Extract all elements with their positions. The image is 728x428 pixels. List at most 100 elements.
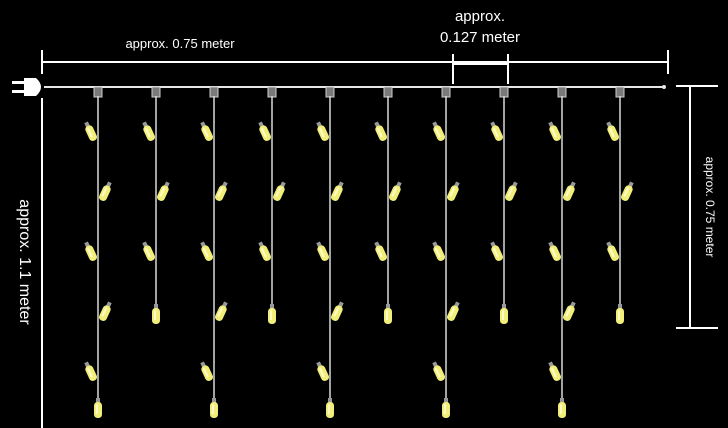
led-bulb-icon [156, 181, 170, 201]
bulb-highlight [609, 248, 615, 258]
bulb-socket [212, 398, 216, 403]
led-bulb-icon [446, 181, 460, 201]
bulb-highlight [101, 307, 108, 317]
bulb-highlight [618, 310, 620, 320]
led-bulb-icon [330, 181, 344, 201]
led-bulb-icon [620, 181, 634, 201]
led-bulb-icon [214, 301, 228, 321]
bulb-body [549, 365, 562, 381]
led-bulb-icon [210, 398, 218, 418]
led-bulb-icon [606, 121, 620, 141]
bulb-highlight [435, 128, 441, 138]
bulb-highlight [391, 187, 398, 197]
bulb-highlight [319, 368, 325, 378]
led-bulb-icon [98, 301, 112, 321]
bulb-highlight [87, 368, 93, 378]
bulb-socket [386, 304, 390, 309]
strand-hanger-cap [325, 86, 335, 98]
bulb-body [375, 245, 388, 261]
led-bulb-icon [84, 241, 98, 261]
bulb-body [375, 125, 388, 141]
bulb-highlight [270, 310, 272, 320]
bulb-socket [270, 304, 274, 309]
bulb-highlight [560, 404, 562, 414]
bulb-body [156, 185, 169, 201]
led-bulb-icon [432, 121, 446, 141]
led-bulb-icon [330, 301, 344, 321]
light-strand [200, 86, 228, 418]
light-strand [374, 86, 402, 324]
strand-hanger-cap [209, 86, 219, 98]
led-bulb-icon [562, 181, 576, 201]
drop-dimension [676, 85, 718, 329]
led-bulb-icon [446, 301, 460, 321]
led-bulb-icon [316, 361, 330, 381]
bulb-highlight [333, 307, 340, 317]
led-bulb-icon [442, 398, 450, 418]
bulb-socket [328, 398, 332, 403]
light-strand [142, 86, 170, 324]
bulb-highlight [444, 404, 446, 414]
led-bulb-icon [616, 304, 624, 324]
bulb-body [85, 245, 98, 261]
bulb-highlight [449, 187, 456, 197]
bulb-highlight [203, 368, 209, 378]
wire-end-cap [662, 85, 666, 89]
light-strand [316, 86, 344, 418]
bulb-socket [96, 398, 100, 403]
led-bulb-icon [500, 304, 508, 324]
led-bulb-icon [326, 398, 334, 418]
bulb-highlight [261, 248, 267, 258]
spacing-dimension [452, 54, 509, 84]
light-strand [606, 86, 634, 324]
led-bulb-icon [84, 361, 98, 381]
bulb-highlight [386, 310, 388, 320]
led-bulb-icon [558, 398, 566, 418]
bulb-highlight [319, 248, 325, 258]
bulb-highlight [275, 187, 282, 197]
bulb-body [446, 305, 459, 321]
led-bulb-icon [384, 304, 392, 324]
power-plug-icon [12, 78, 41, 96]
led-bulb-icon [504, 181, 518, 201]
bulb-highlight [101, 187, 108, 197]
led-bulb-icon [316, 241, 330, 261]
height-label: approx. 1.1 meter [16, 199, 33, 325]
light-strands [84, 86, 634, 418]
strand-hanger-cap [93, 86, 103, 98]
light-strand [84, 86, 112, 418]
bulb-highlight [565, 307, 572, 317]
bulb-body [491, 125, 504, 141]
strand-hanger-cap [557, 86, 567, 98]
led-bulb-icon [548, 361, 562, 381]
led-bulb-icon [98, 181, 112, 201]
led-bulb-icon [142, 121, 156, 141]
bulb-highlight [449, 307, 456, 317]
led-bulb-icon [152, 304, 160, 324]
bulb-highlight [87, 128, 93, 138]
led-bulb-icon [388, 181, 402, 201]
bulb-highlight [507, 187, 514, 197]
light-strand [432, 86, 460, 418]
led-bulb-icon [200, 241, 214, 261]
light-strand [490, 86, 518, 324]
bulb-highlight [435, 248, 441, 258]
bulb-highlight [551, 128, 557, 138]
bulb-highlight [154, 310, 156, 320]
bulb-highlight [502, 310, 504, 320]
led-bulb-icon [432, 361, 446, 381]
bulb-highlight [551, 248, 557, 258]
led-bulb-icon [562, 301, 576, 321]
bulb-highlight [377, 248, 383, 258]
led-bulb-icon [200, 121, 214, 141]
drop-label: approx. 0.75 meter [703, 157, 717, 258]
led-bulb-icon [548, 241, 562, 261]
led-bulb-icon [432, 241, 446, 261]
bulb-body [607, 245, 620, 261]
strand-hanger-cap [499, 86, 509, 98]
bulb-body [317, 365, 330, 381]
bulb-body [549, 125, 562, 141]
bulb-highlight [328, 404, 330, 414]
bulb-socket [502, 304, 506, 309]
bulb-highlight [87, 248, 93, 258]
